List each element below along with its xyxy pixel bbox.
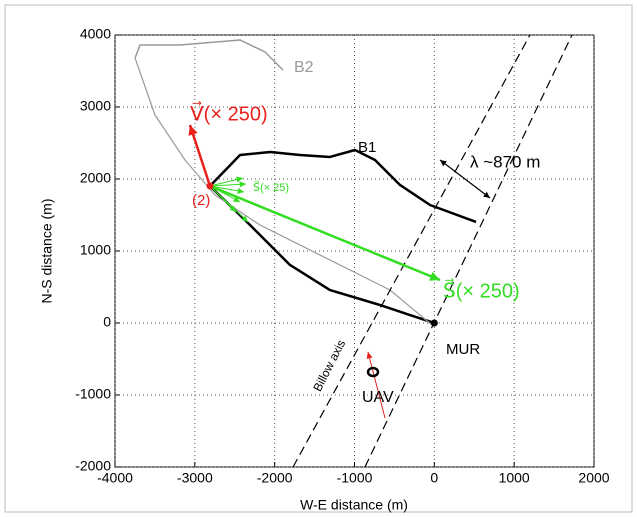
curve	[292, 34, 531, 468]
y-tick-label: -2000	[75, 458, 111, 474]
curve	[364, 34, 573, 468]
annotation: B2	[294, 59, 314, 76]
annotation: (2)	[192, 192, 210, 209]
arrow-head	[236, 176, 243, 183]
arrow	[209, 185, 241, 203]
curve	[208, 148, 477, 325]
arrow	[209, 185, 245, 194]
arrow-head	[239, 181, 247, 188]
arrow-head	[233, 196, 241, 202]
y-tick-label: -1000	[75, 386, 111, 402]
arrow-head	[483, 191, 490, 199]
curve	[134, 57, 433, 326]
x-axis-label: W-E distance (m)	[300, 497, 408, 513]
marker	[430, 319, 438, 327]
y-tick-label: 0	[103, 314, 111, 330]
y-tick-label: 1000	[80, 242, 111, 258]
annotation: MUR	[446, 341, 480, 358]
y-tick-label: 4000	[80, 26, 111, 42]
arrow-shaft	[209, 184, 441, 282]
arrow-shaft	[188, 124, 212, 187]
arrow-head	[237, 187, 245, 194]
arrow-shaft	[439, 159, 491, 199]
x-tick-label: -1000	[337, 470, 373, 486]
annotation: S⃗(× 25)	[253, 180, 289, 194]
arrow-head	[366, 352, 373, 359]
annotation: B1	[358, 139, 376, 156]
x-tick-label: 0	[430, 470, 438, 486]
arrow-head	[241, 215, 249, 222]
x-tick-label: -4000	[97, 470, 133, 486]
frame	[4, 4, 633, 513]
y-tick-label: 2000	[80, 170, 111, 186]
x-tick-label: -3000	[177, 470, 213, 486]
x-tick-label: 2000	[578, 470, 609, 486]
y-axis-label: N-S distance (m)	[39, 198, 55, 303]
arrow	[439, 159, 491, 199]
arrow	[209, 181, 247, 188]
arrow	[209, 176, 244, 187]
marker	[366, 366, 380, 378]
annotation: UAV	[362, 389, 394, 406]
y-tick-label: 3000	[80, 98, 111, 114]
arrow-head	[188, 125, 198, 136]
marker	[206, 182, 214, 190]
annotation: S⃗(× 250)	[443, 278, 520, 303]
arrow-head	[440, 159, 447, 167]
arrow-head	[429, 271, 441, 281]
arrow	[188, 124, 212, 187]
arrow	[366, 351, 386, 419]
arrow-shaft	[209, 185, 249, 223]
annotation: λ ~870 m	[470, 152, 540, 171]
arrow	[209, 184, 441, 282]
curve	[134, 39, 284, 71]
x-tick-label: -2000	[257, 470, 293, 486]
arrow-head	[229, 205, 237, 212]
annotation: V⃗(× 250)	[190, 101, 268, 126]
arrow	[209, 185, 249, 223]
x-tick-label: 1000	[499, 470, 530, 486]
arrow-shaft	[367, 351, 386, 419]
